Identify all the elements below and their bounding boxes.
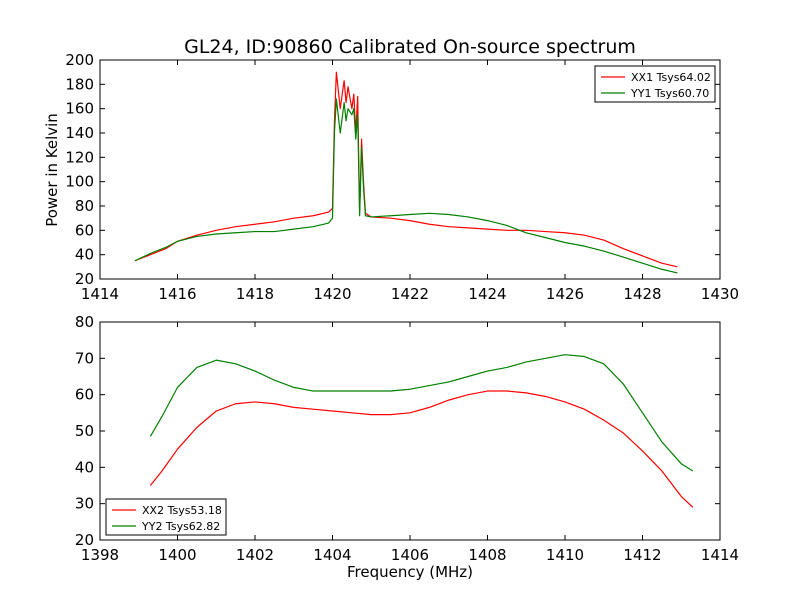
y-tick-label: 100 <box>65 173 94 191</box>
x-tick-label: 1426 <box>546 285 584 303</box>
x-tick-label: 1422 <box>391 285 429 303</box>
y-tick-label: 70 <box>75 349 94 367</box>
legend-box <box>594 65 716 103</box>
x-tick-label: 1414 <box>701 546 739 564</box>
y-axis-label: Power in Kelvin <box>43 113 61 227</box>
x-tick-label: 1414 <box>81 285 119 303</box>
x-tick-label: 1420 <box>313 285 351 303</box>
legend-label: YY1 Tsys60.70 <box>630 87 709 100</box>
x-tick-label: 1408 <box>468 546 506 564</box>
y-tick-label: 60 <box>75 386 94 404</box>
legend-label: XX2 Tsys53.18 <box>142 504 222 517</box>
chart-title: GL24, ID:90860 Calibrated On-source spec… <box>184 36 636 58</box>
y-tick-label: 160 <box>65 100 94 118</box>
x-tick-label: 1424 <box>468 285 506 303</box>
x-tick-label: 1400 <box>158 546 196 564</box>
legend-label: XX1 Tsys64.02 <box>631 71 711 84</box>
y-tick-label: 200 <box>65 51 94 69</box>
y-tick-label: 120 <box>65 148 94 166</box>
y-tick-label: 20 <box>75 270 94 288</box>
series-line-1 <box>134 71 678 268</box>
legend-label: YY2 Tsys62.82 <box>141 520 220 533</box>
x-tick-label: 1398 <box>81 546 119 564</box>
x-tick-label: 1418 <box>236 285 274 303</box>
legend: XX1 Tsys64.02 YY1 Tsys60.70 <box>594 65 716 103</box>
series-group <box>149 354 694 508</box>
y-tick-label: 80 <box>75 197 94 215</box>
legend-box <box>105 498 227 536</box>
series-group <box>134 71 678 274</box>
legend: XX2 Tsys53.18 YY2 Tsys62.82 <box>105 498 227 536</box>
x-tick-label: 1412 <box>623 546 661 564</box>
series-line-2 <box>134 98 678 274</box>
y-tick-label: 30 <box>75 495 94 513</box>
y-tick-label: 20 <box>75 531 94 549</box>
x-tick-label: 1416 <box>158 285 196 303</box>
y-tick-label: 40 <box>75 458 94 476</box>
y-tick-label: 50 <box>75 422 94 440</box>
y-tick-label: 140 <box>65 124 94 142</box>
y-tick-label: 40 <box>75 246 94 264</box>
bottom-panel: 1398 1400 1402 1404 1406 1408 1410 1412 1414 20 30… <box>75 313 739 564</box>
x-tick-label: 1404 <box>313 546 351 564</box>
x-axis-label: Frequency (MHz) <box>347 563 473 581</box>
x-tick-label: 1430 <box>701 285 739 303</box>
x-tick-label: 1410 <box>546 546 584 564</box>
series-line-2 <box>149 354 694 472</box>
x-tick-label: 1402 <box>236 546 274 564</box>
y-tick-label: 80 <box>75 313 94 331</box>
y-tick-label: 180 <box>65 75 94 93</box>
x-tick-label: 1428 <box>623 285 661 303</box>
top-panel: 1414 1416 1418 1420 1422 1424 1426 1428 1430 20 40… <box>65 51 739 303</box>
x-tick-label: 1406 <box>391 546 429 564</box>
series-line-1 <box>149 390 694 508</box>
y-tick-label: 60 <box>75 221 94 239</box>
